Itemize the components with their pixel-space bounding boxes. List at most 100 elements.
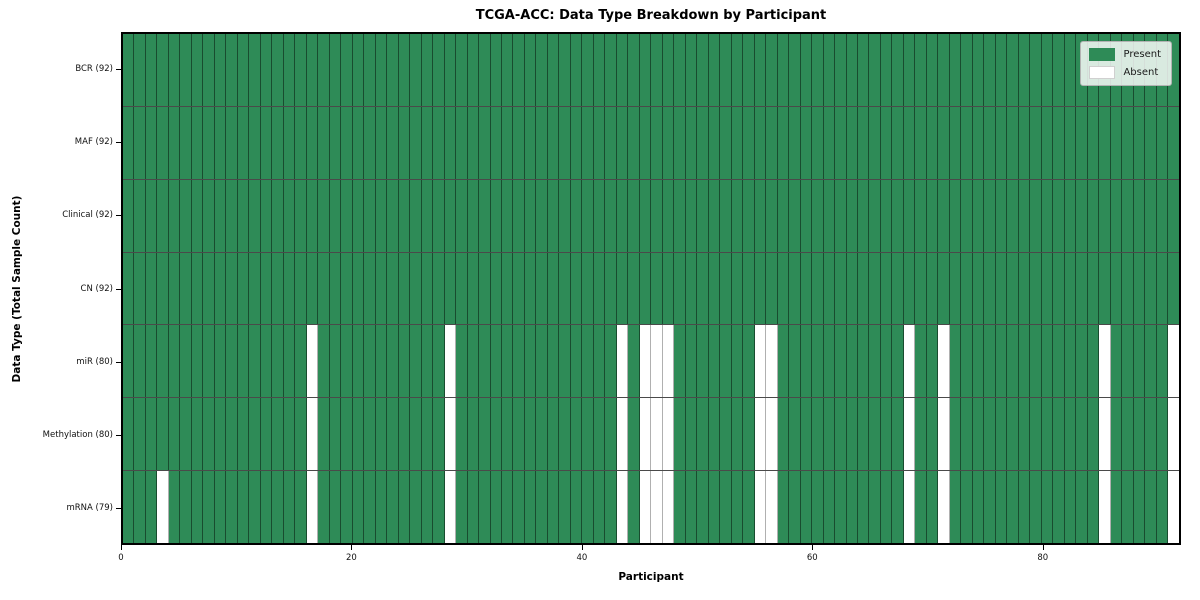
heatmap-cell [1156, 325, 1169, 398]
heatmap-cell [846, 34, 858, 106]
heatmap-cell [995, 398, 1008, 471]
heatmap-cell [1041, 106, 1054, 179]
heatmap-cell [1053, 34, 1065, 106]
y-tick-label: CN (92) [80, 283, 113, 294]
heatmap-cell [892, 398, 904, 471]
heatmap-cell [501, 398, 514, 471]
heatmap-cell [237, 106, 250, 179]
heatmap-cell [490, 325, 502, 398]
heatmap-cell [283, 34, 296, 106]
heatmap-cell [329, 398, 342, 471]
heatmap-cell [237, 325, 250, 398]
heatmap-cell [984, 398, 996, 471]
heatmap-cell [1168, 34, 1179, 106]
heatmap-cell [1053, 252, 1065, 325]
heatmap-cell [1076, 325, 1088, 398]
x-tick [582, 545, 583, 550]
x-tick [121, 545, 122, 550]
heatmap-row-maf [123, 105, 1179, 179]
heatmap-cell [398, 471, 411, 544]
heatmap-cell [789, 34, 801, 106]
heatmap-cell [1007, 106, 1019, 179]
heatmap-cell [639, 471, 652, 544]
heatmap-cell [375, 252, 388, 325]
heatmap-cell [651, 471, 663, 544]
heatmap-cell [237, 34, 250, 106]
heatmap-cell [1064, 471, 1077, 544]
heatmap-cell [903, 398, 916, 471]
heatmap-cell [1018, 471, 1031, 544]
heatmap-cell [318, 252, 330, 325]
heatmap-cell [570, 106, 583, 179]
heatmap-cell [731, 179, 744, 252]
heatmap-cell [1099, 106, 1111, 179]
heatmap-cell [835, 179, 847, 252]
heatmap-cell [444, 325, 457, 398]
heatmap-cell [605, 325, 617, 398]
heatmap-cell [743, 471, 755, 544]
heatmap-cell [260, 34, 273, 106]
heatmap-cell [858, 471, 870, 544]
heatmap-cell [145, 106, 158, 179]
y-tick-label: Clinical (92) [62, 210, 113, 221]
heatmap-cell [387, 106, 399, 179]
heatmap-cell [582, 34, 594, 106]
heatmap-cell [1064, 179, 1077, 252]
x-tick-label: 80 [1037, 553, 1049, 563]
x-tick [812, 545, 813, 550]
chart-title: TCGA-ACC: Data Type Breakdown by Partici… [475, 8, 827, 23]
heatmap-cell [123, 106, 135, 179]
heatmap-cell [903, 471, 916, 544]
heatmap-cell [995, 471, 1008, 544]
heatmap-cell [915, 471, 927, 544]
heatmap-cell [272, 34, 284, 106]
heatmap-cell [835, 471, 847, 544]
heatmap-cell [835, 34, 847, 106]
heatmap-cell [949, 179, 962, 252]
heatmap-cell [1041, 34, 1054, 106]
heatmap-cell [685, 179, 698, 252]
heatmap-cell [1076, 398, 1088, 471]
heatmap-cell [685, 471, 698, 544]
heatmap-cell [524, 471, 537, 544]
heatmap-cell [972, 252, 985, 325]
heatmap-cell [191, 179, 204, 252]
heatmap-cell [375, 179, 388, 252]
heatmap-cell [892, 252, 904, 325]
heatmap-cell [168, 34, 181, 106]
heatmap-cell [479, 398, 491, 471]
heatmap-cell [835, 325, 847, 398]
heatmap-cell [1064, 325, 1077, 398]
heatmap-row-bcr [123, 34, 1179, 106]
heatmap-cell [570, 325, 583, 398]
heatmap-cell [926, 179, 939, 252]
heatmap-cell [1168, 252, 1179, 325]
heatmap-cell [547, 471, 560, 544]
heatmap-cell [237, 398, 250, 471]
heatmap-cell [536, 179, 548, 252]
heatmap-cell [961, 325, 973, 398]
heatmap-cell [433, 325, 445, 398]
heatmap-cell [1145, 471, 1157, 544]
heatmap-cell [616, 325, 629, 398]
heatmap-cell [880, 34, 893, 106]
heatmap-cell [283, 106, 296, 179]
heatmap-cell [145, 179, 158, 252]
heatmap-cell [984, 34, 996, 106]
heatmap-cell [203, 252, 215, 325]
heatmap-cell [800, 398, 813, 471]
heatmap-cell [341, 252, 353, 325]
heatmap-cell [593, 471, 606, 544]
heatmap-cell [157, 471, 169, 544]
heatmap-cell [800, 34, 813, 106]
heatmap-cell [697, 325, 709, 398]
heatmap-cell [1041, 325, 1054, 398]
heatmap-cell [1030, 325, 1042, 398]
heatmap-cell [1041, 252, 1054, 325]
heatmap-cell [1053, 106, 1065, 179]
heatmap-cell [375, 398, 388, 471]
heatmap-cell [433, 34, 445, 106]
heatmap-cell [272, 252, 284, 325]
heatmap-cell [1030, 179, 1042, 252]
